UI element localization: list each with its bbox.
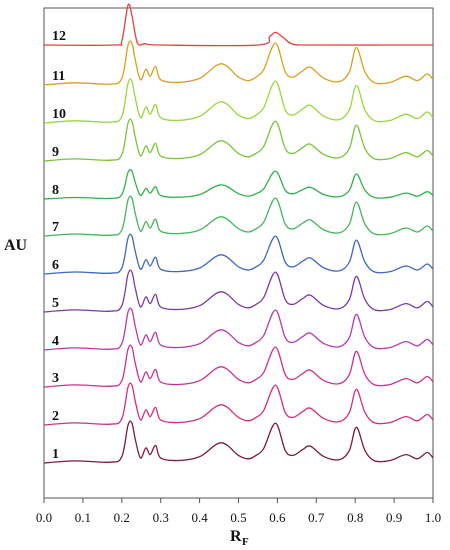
traces <box>43 3 434 464</box>
trace-label-9: 9 <box>52 145 59 160</box>
x-tick-label: 0.5 <box>230 510 246 525</box>
x-tick-label: 1.0 <box>425 510 441 525</box>
x-tick-label: 0.4 <box>191 510 208 525</box>
trace-label-8: 8 <box>52 183 59 198</box>
trace-label-7: 7 <box>52 220 59 235</box>
y-axis-title: AU <box>4 237 28 254</box>
trace-label-11: 11 <box>52 69 65 84</box>
trace-5 <box>43 269 434 313</box>
trace-3 <box>43 344 434 388</box>
trace-11 <box>43 40 434 86</box>
x-axis-ticks <box>43 498 434 503</box>
trace-label-1: 1 <box>52 447 59 462</box>
trace-label-3: 3 <box>52 371 59 386</box>
x-axis-title-subscript: F <box>242 536 249 548</box>
trace-9 <box>43 118 434 162</box>
trace-label-6: 6 <box>52 258 59 273</box>
trace-12 <box>43 3 434 47</box>
x-tick-label: 0.7 <box>308 510 325 525</box>
x-tick-label: 0.0 <box>36 510 52 525</box>
x-tick-label: 0.6 <box>269 510 286 525</box>
x-tick-label: 0.2 <box>114 510 130 525</box>
trace-label-12: 12 <box>52 29 66 44</box>
trace-label-5: 5 <box>52 296 59 311</box>
trace-1 <box>43 420 434 464</box>
x-tick-label: 0.3 <box>153 510 169 525</box>
trace-label-4: 4 <box>52 334 59 349</box>
trace-label-10: 10 <box>52 107 66 122</box>
trace-8 <box>43 169 434 200</box>
trace-7 <box>43 195 434 237</box>
x-tick-label: 0.9 <box>386 510 402 525</box>
x-axis-title: R <box>230 528 242 545</box>
trace-label-2: 2 <box>52 409 59 424</box>
x-tick-label: 0.8 <box>347 510 363 525</box>
trace-10 <box>43 78 434 124</box>
x-tick-label: 0.1 <box>75 510 91 525</box>
x-axis-tick-labels: 0.0 0.1 0.2 0.3 0.4 0.5 0.6 0.7 0.8 0.9 1.0 <box>36 510 441 525</box>
trace-6 <box>43 233 434 275</box>
trace-4 <box>43 307 434 351</box>
trace-2 <box>43 382 434 426</box>
